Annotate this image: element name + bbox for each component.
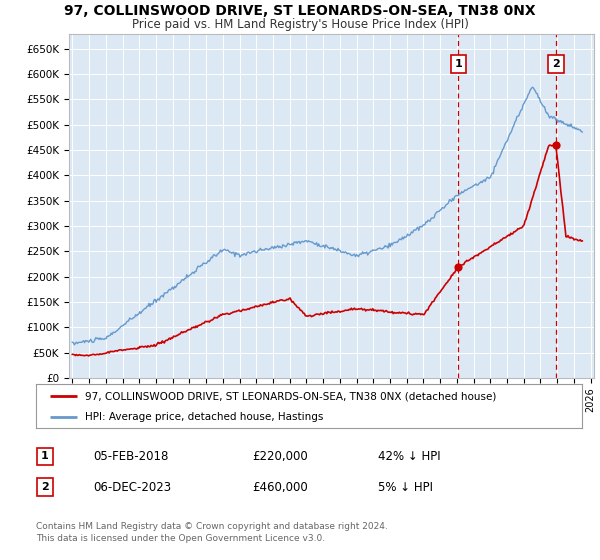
Text: 97, COLLINSWOOD DRIVE, ST LEONARDS-ON-SEA, TN38 0NX (detached house): 97, COLLINSWOOD DRIVE, ST LEONARDS-ON-SE…	[85, 391, 497, 401]
Point	[551, 141, 560, 150]
Text: 5% ↓ HPI: 5% ↓ HPI	[378, 480, 433, 494]
Text: £220,000: £220,000	[252, 450, 308, 463]
Text: 97, COLLINSWOOD DRIVE, ST LEONARDS-ON-SEA, TN38 0NX: 97, COLLINSWOOD DRIVE, ST LEONARDS-ON-SE…	[64, 4, 536, 18]
Text: HPI: Average price, detached house, Hastings: HPI: Average price, detached house, Hast…	[85, 412, 323, 422]
Text: £460,000: £460,000	[252, 480, 308, 494]
Point	[454, 262, 463, 271]
Text: 1: 1	[41, 451, 49, 461]
Text: 2: 2	[41, 482, 49, 492]
Text: 1: 1	[455, 59, 462, 69]
Text: 2: 2	[552, 59, 560, 69]
Text: 05-FEB-2018: 05-FEB-2018	[93, 450, 169, 463]
Text: 42% ↓ HPI: 42% ↓ HPI	[378, 450, 440, 463]
Text: Contains HM Land Registry data © Crown copyright and database right 2024.
This d: Contains HM Land Registry data © Crown c…	[36, 522, 388, 543]
Text: Price paid vs. HM Land Registry's House Price Index (HPI): Price paid vs. HM Land Registry's House …	[131, 18, 469, 31]
Text: 06-DEC-2023: 06-DEC-2023	[93, 480, 171, 494]
